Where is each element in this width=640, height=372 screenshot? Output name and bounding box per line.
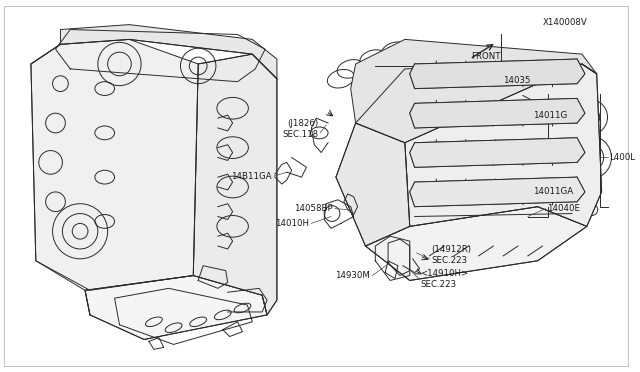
Polygon shape [60,25,277,79]
Text: <14910H>: <14910H> [420,269,468,278]
Text: 14011G: 14011G [532,110,567,120]
Text: (J1826): (J1826) [287,119,318,128]
Polygon shape [410,99,585,128]
Text: L400L: L400L [609,153,636,162]
Polygon shape [85,276,267,340]
Text: 14035: 14035 [503,76,531,85]
Text: 14011GA: 14011GA [532,187,573,196]
Polygon shape [365,207,587,280]
Text: SEC.118: SEC.118 [282,130,318,140]
Text: (14912R): (14912R) [431,246,472,254]
Polygon shape [31,39,198,290]
Text: SEC.223: SEC.223 [420,280,457,289]
Text: FRONT: FRONT [471,52,500,61]
Polygon shape [336,123,410,246]
Polygon shape [410,59,585,89]
Polygon shape [351,39,596,143]
Polygon shape [410,177,585,207]
Text: 14930M: 14930M [335,271,371,280]
Text: 14010H: 14010H [275,219,309,228]
Polygon shape [193,54,277,315]
Polygon shape [405,64,602,226]
Circle shape [518,90,528,100]
Text: SEC.223: SEC.223 [431,256,468,265]
Text: 14058BP: 14058BP [294,204,333,213]
Polygon shape [410,138,585,167]
Text: X140008V: X140008V [543,18,588,27]
Text: 14B11GA: 14B11GA [232,171,272,181]
Text: 14040E: 14040E [547,204,580,213]
